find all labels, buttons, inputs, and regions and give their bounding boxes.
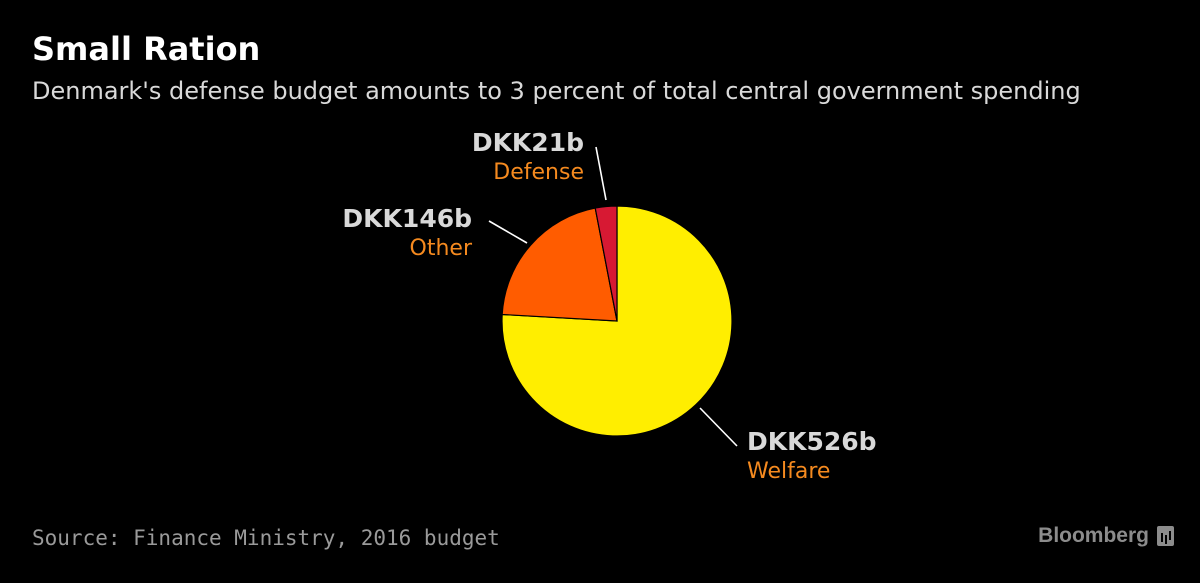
leader-line-defense: [595, 146, 607, 201]
chart-subtitle: Denmark's defense budget amounts to 3 pe…: [32, 77, 1081, 105]
leader-line-welfare: [699, 407, 738, 447]
value-label-welfare: DKK526b: [747, 427, 877, 456]
category-label-welfare: Welfare: [747, 459, 830, 484]
category-label-other: Other: [410, 236, 473, 261]
bloomberg-bars-icon: [1157, 526, 1174, 546]
brand-logo: Bloomberg: [1038, 524, 1174, 548]
source-note: Source: Finance Ministry, 2016 budget: [32, 526, 500, 550]
leader-line-other: [488, 220, 528, 244]
pie-slice-defense: [594, 205, 618, 322]
value-label-other: DKK146b: [342, 204, 472, 233]
value-label-defense: DKK21b: [472, 128, 584, 157]
pie-slice-other: [501, 207, 618, 322]
chart-title: Small Ration: [32, 30, 261, 68]
pie-slice-welfare: [501, 205, 733, 437]
category-label-defense: Defense: [493, 160, 584, 185]
brand-name: Bloomberg: [1038, 524, 1149, 547]
